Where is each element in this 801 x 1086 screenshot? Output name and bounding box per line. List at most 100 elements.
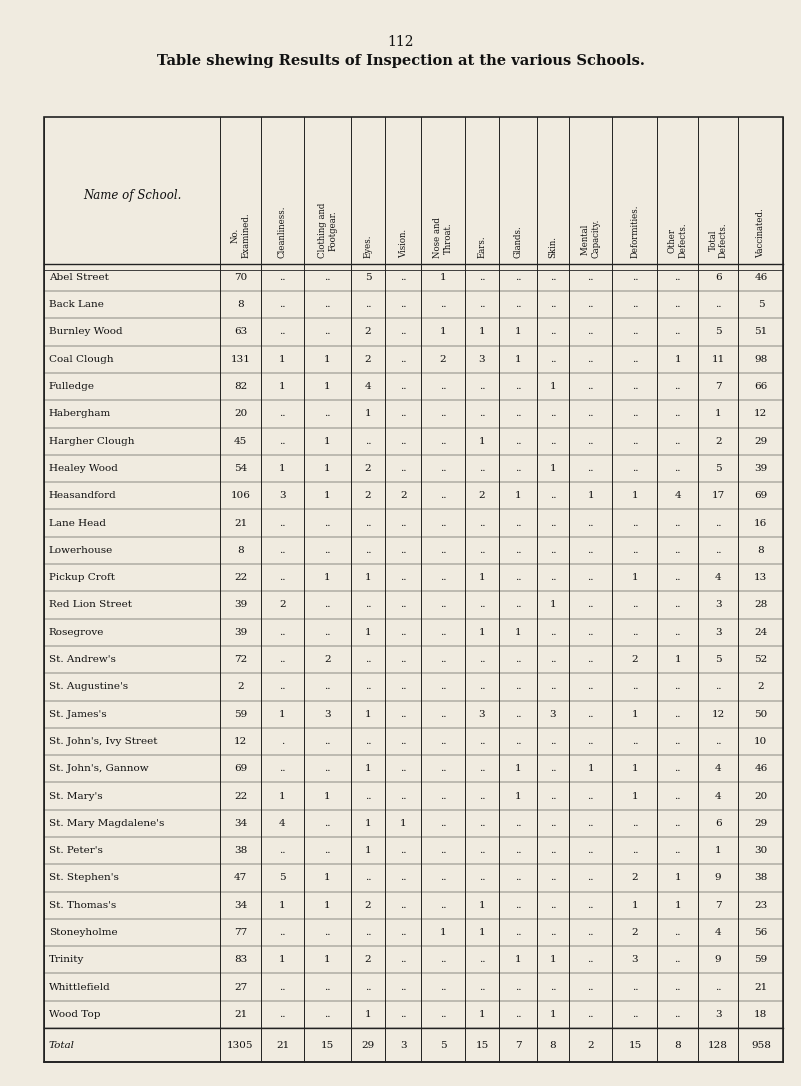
Text: Whittlefield: Whittlefield — [49, 983, 111, 992]
Text: ..: .. — [515, 300, 521, 310]
Text: 5: 5 — [280, 873, 286, 883]
Text: ..: .. — [549, 300, 556, 310]
Text: 2: 2 — [364, 491, 372, 501]
Text: Fulledge: Fulledge — [49, 382, 95, 391]
Text: ..: .. — [324, 682, 331, 692]
Text: 1: 1 — [324, 873, 331, 883]
Text: 29: 29 — [755, 819, 767, 828]
Text: ..: .. — [400, 1010, 406, 1019]
Text: Skin.: Skin. — [549, 237, 557, 258]
Text: Glands.: Glands. — [513, 226, 522, 258]
Text: Pickup Croft: Pickup Croft — [49, 573, 115, 582]
Text: .: . — [281, 737, 284, 746]
Text: ..: .. — [440, 819, 446, 828]
Text: ..: .. — [674, 846, 681, 855]
Text: ..: .. — [587, 464, 594, 473]
Text: 1: 1 — [479, 437, 485, 445]
Text: 1: 1 — [324, 437, 331, 445]
Text: ..: .. — [549, 491, 556, 501]
Text: ..: .. — [632, 519, 638, 528]
Text: ..: .. — [440, 519, 446, 528]
Text: ..: .. — [587, 900, 594, 910]
Text: 12: 12 — [755, 409, 767, 418]
Text: 9: 9 — [714, 956, 722, 964]
Text: 17: 17 — [711, 491, 725, 501]
Text: ..: .. — [715, 737, 722, 746]
Text: ..: .. — [515, 382, 521, 391]
Text: 1: 1 — [549, 1010, 556, 1019]
Text: 112: 112 — [387, 35, 414, 49]
Text: 1: 1 — [514, 956, 521, 964]
Text: ..: .. — [515, 1010, 521, 1019]
Text: 47: 47 — [234, 873, 248, 883]
Text: ..: .. — [515, 709, 521, 719]
Text: ..: .. — [440, 956, 446, 964]
Text: St. Stephen's: St. Stephen's — [49, 873, 119, 883]
Text: ..: .. — [440, 737, 446, 746]
Text: 54: 54 — [234, 464, 248, 473]
Text: 45: 45 — [234, 437, 248, 445]
Text: 24: 24 — [755, 628, 767, 636]
Text: 1: 1 — [479, 1010, 485, 1019]
Text: 1: 1 — [280, 709, 286, 719]
Text: ..: .. — [674, 437, 681, 445]
Text: 98: 98 — [755, 355, 767, 364]
Text: ..: .. — [715, 546, 722, 555]
Text: 23: 23 — [755, 900, 767, 910]
Text: ..: .. — [324, 409, 331, 418]
Text: 20: 20 — [234, 409, 248, 418]
Text: 7: 7 — [714, 382, 722, 391]
Text: ..: .. — [440, 491, 446, 501]
Text: ..: .. — [364, 300, 371, 310]
Text: 8: 8 — [237, 300, 244, 310]
Text: 6: 6 — [714, 819, 722, 828]
Text: ..: .. — [515, 409, 521, 418]
Text: 1: 1 — [280, 382, 286, 391]
Text: ..: .. — [479, 765, 485, 773]
Text: 6: 6 — [714, 273, 722, 282]
Text: ..: .. — [324, 765, 331, 773]
Text: 1: 1 — [364, 846, 372, 855]
Text: 27: 27 — [234, 983, 248, 992]
Text: ..: .. — [587, 573, 594, 582]
Text: 59: 59 — [234, 709, 248, 719]
Text: Mental 
Capacity.: Mental Capacity. — [581, 219, 601, 258]
Text: 1: 1 — [364, 709, 372, 719]
Text: 63: 63 — [234, 328, 248, 337]
Text: 69: 69 — [234, 765, 248, 773]
Text: 4: 4 — [714, 765, 722, 773]
Text: ..: .. — [515, 437, 521, 445]
Text: ..: .. — [587, 819, 594, 828]
Text: 1: 1 — [632, 573, 638, 582]
Text: St. Peter's: St. Peter's — [49, 846, 103, 855]
Text: 5: 5 — [440, 1040, 446, 1049]
Text: No.
Examined.: No. Examined. — [231, 213, 250, 258]
Text: ..: .. — [400, 328, 406, 337]
Text: ..: .. — [400, 709, 406, 719]
Text: ..: .. — [400, 929, 406, 937]
Text: 3: 3 — [714, 601, 722, 609]
Text: ..: .. — [674, 819, 681, 828]
Text: 2: 2 — [587, 1040, 594, 1049]
Text: Lane Head: Lane Head — [49, 519, 106, 528]
Text: 34: 34 — [234, 900, 248, 910]
Text: ..: .. — [364, 519, 371, 528]
Text: Total: Total — [49, 1040, 74, 1049]
Text: Trinity: Trinity — [49, 956, 84, 964]
Text: ..: .. — [632, 464, 638, 473]
Text: ..: .. — [549, 573, 556, 582]
Text: Back Lane: Back Lane — [49, 300, 104, 310]
Text: ..: .. — [440, 983, 446, 992]
Text: ..: .. — [479, 846, 485, 855]
Text: ..: .. — [515, 929, 521, 937]
Text: ..: .. — [400, 765, 406, 773]
Text: ..: .. — [674, 737, 681, 746]
Text: ..: .. — [515, 900, 521, 910]
Text: 1: 1 — [514, 328, 521, 337]
Text: ..: .. — [479, 737, 485, 746]
Text: ..: .. — [364, 737, 371, 746]
Text: ..: .. — [632, 601, 638, 609]
Text: 1: 1 — [479, 628, 485, 636]
Text: 70: 70 — [234, 273, 248, 282]
Text: ..: .. — [400, 873, 406, 883]
